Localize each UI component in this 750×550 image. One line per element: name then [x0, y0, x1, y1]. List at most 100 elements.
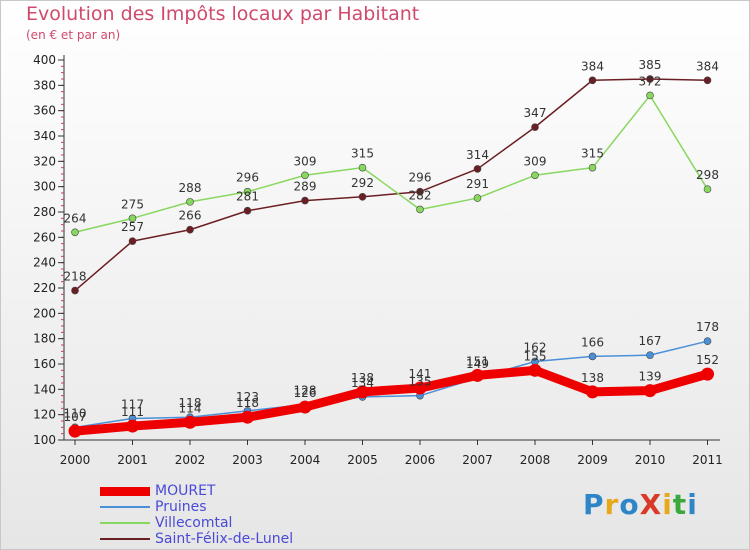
legend-item: Villecomtal: [100, 515, 360, 531]
legend-swatch: [100, 506, 150, 508]
data-point: [128, 237, 137, 245]
data-label: 114: [179, 401, 202, 415]
data-point: [473, 165, 482, 173]
y-tick-label: 320: [33, 154, 56, 168]
data-point: [71, 286, 79, 295]
y-tick-label: 240: [33, 256, 56, 270]
data-point: [186, 198, 194, 206]
data-label: 289: [294, 180, 317, 194]
data-label: 288: [179, 181, 202, 195]
data-point: [71, 228, 79, 237]
data-point: [186, 225, 194, 234]
data-label: 138: [581, 371, 604, 385]
y-tick-label: 100: [33, 433, 56, 447]
x-tick-label: 2003: [232, 453, 263, 467]
data-label: 282: [409, 188, 432, 202]
data-point: [646, 91, 654, 100]
data-label: 118: [236, 396, 259, 410]
x-tick-label: 2010: [635, 453, 666, 467]
logo-letter: r: [604, 488, 620, 521]
logo-letter: i: [687, 488, 698, 521]
data-label: 264: [64, 211, 87, 225]
data-label: 384: [581, 59, 604, 73]
x-tick-label: 2004: [290, 453, 321, 467]
data-label: 296: [409, 171, 432, 185]
x-tick-label: 2000: [60, 453, 91, 467]
data-point: [643, 384, 657, 398]
series-line: [74, 94, 709, 233]
logo-letter: t: [672, 488, 688, 521]
data-point: [703, 337, 712, 346]
data-label: 149: [466, 357, 489, 371]
data-label: 162: [524, 340, 547, 354]
y-tick-label: 400: [33, 53, 56, 67]
data-label: 296: [236, 171, 259, 185]
series-line: [74, 340, 708, 429]
legend-label: Villecomtal: [155, 515, 233, 531]
series-3: [71, 75, 712, 295]
data-point: [586, 385, 599, 399]
y-tick-label: 120: [33, 408, 56, 422]
data-point: [416, 205, 424, 214]
data-point: [298, 400, 312, 414]
data-label: 126: [294, 386, 317, 400]
data-label: 298: [696, 168, 719, 182]
data-point: [356, 385, 369, 399]
data-point: [646, 351, 654, 359]
data-label: 152: [696, 353, 719, 367]
data-label: 111: [121, 405, 144, 419]
y-tick-label: 300: [33, 180, 56, 194]
y-tick-label: 340: [33, 129, 56, 143]
data-label: 372: [639, 74, 662, 88]
data-point: [241, 410, 254, 424]
data-point: [68, 424, 82, 438]
x-tick-label: 2005: [347, 453, 378, 467]
data-label: 178: [696, 320, 719, 334]
data-label: 385: [639, 58, 662, 72]
line-chart: 100 120 140 160 180 200 220 240 260 280 300 320 340 3…: [33, 53, 723, 467]
data-label: 118: [179, 396, 202, 410]
data-label: 292: [351, 176, 374, 190]
data-label: 134: [351, 376, 374, 390]
data-label: 117: [121, 397, 144, 411]
data-label: 309: [294, 154, 317, 168]
logo-letter: X: [639, 488, 663, 521]
x-tick-label: 2008: [520, 453, 551, 467]
y-tick-label: 160: [33, 357, 56, 371]
data-label: 128: [294, 384, 317, 398]
data-point: [471, 368, 484, 382]
data-point: [473, 194, 482, 202]
y-tick-label: 200: [33, 306, 56, 320]
data-label: 166: [581, 335, 604, 349]
chart-axes: 100 120 140 160 180 200 220 240 260 280 300 320 340 3…: [33, 53, 723, 467]
data-label: 314: [466, 148, 489, 162]
legend-swatch: [100, 538, 150, 540]
chart-subtitle: (en € et par an): [26, 28, 121, 42]
data-point: [128, 214, 137, 223]
y-tick-label: 360: [33, 104, 56, 118]
y-tick-label: 140: [33, 382, 56, 396]
x-tick-label: 2006: [405, 453, 436, 467]
data-point: [183, 415, 197, 429]
data-point: [416, 187, 424, 196]
series-line: [74, 365, 709, 436]
data-label: 151: [466, 354, 489, 368]
data-point: [588, 76, 597, 85]
data-point: [528, 363, 542, 377]
data-label: 138: [351, 371, 374, 385]
data-label: 135: [409, 375, 432, 389]
data-label: 110: [64, 406, 87, 420]
legend-label: Saint-Félix-de-Lunel: [155, 531, 294, 547]
data-point: [243, 187, 252, 196]
data-label: 218: [64, 270, 87, 284]
y-tick-label: 180: [33, 332, 56, 346]
data-point: [413, 381, 427, 395]
chart-title: Evolution des Impôts locaux par Habitant: [26, 3, 420, 25]
data-label: 139: [639, 370, 662, 384]
data-point: [358, 193, 367, 201]
data-label: 155: [524, 349, 547, 363]
x-tick-label: 2009: [577, 453, 608, 467]
x-tick-label: 2002: [175, 453, 206, 467]
data-point: [588, 163, 597, 172]
